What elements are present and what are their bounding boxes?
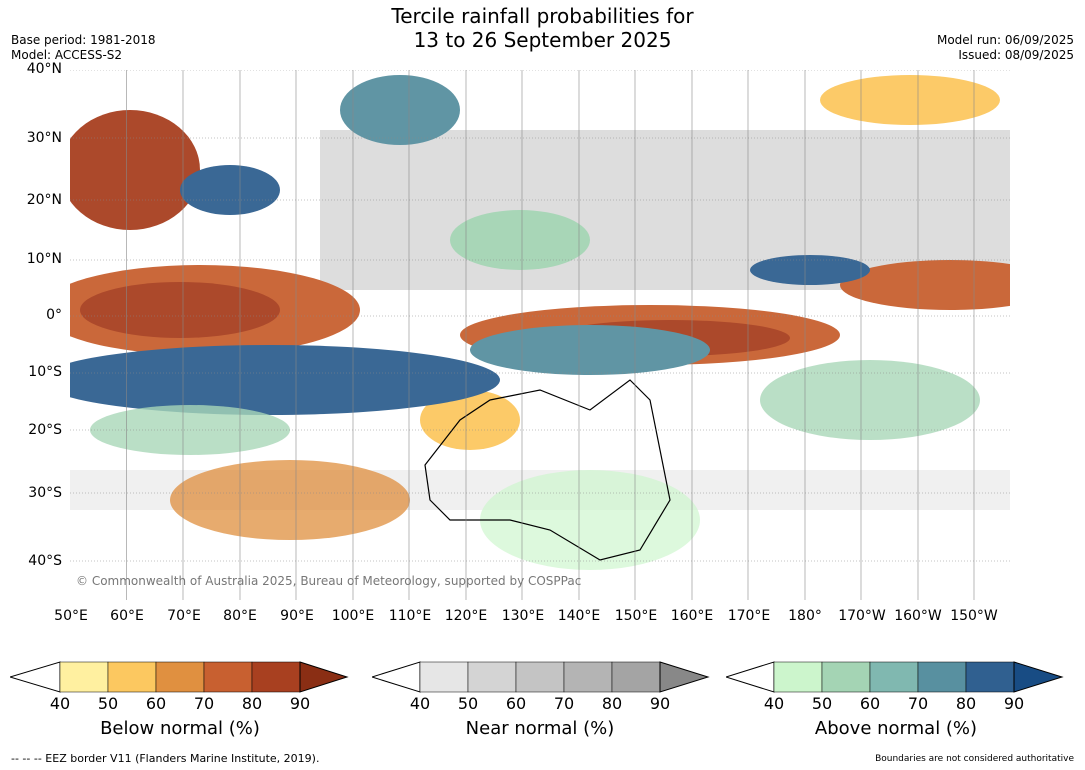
below-tick: 70 bbox=[193, 694, 215, 713]
lat-label: 20°S bbox=[28, 422, 62, 438]
colorbar-bin bbox=[203, 661, 253, 693]
colorbar-bin bbox=[515, 661, 565, 693]
above-normal-title: Above normal (%) bbox=[814, 718, 978, 739]
colorbar-bin bbox=[563, 661, 613, 693]
colorbar-bin bbox=[419, 661, 469, 693]
above-normal-colorbar bbox=[726, 661, 1064, 693]
graticule bbox=[70, 70, 1010, 562]
base-period: Base period: 1981-2018 bbox=[11, 33, 156, 47]
near-normal-title: Near normal (%) bbox=[465, 718, 615, 739]
lon-label: 160°E bbox=[670, 608, 714, 624]
copyright-credit: © Commonwealth of Australia 2025, Bureau… bbox=[76, 574, 582, 588]
lon-label: 170°E bbox=[727, 608, 771, 624]
lon-label: 160°W bbox=[894, 608, 942, 624]
below-tick: 50 bbox=[97, 694, 119, 713]
lat-label: 10°N bbox=[26, 251, 62, 267]
lat-label: 40°S bbox=[28, 553, 62, 569]
colorbar-bin bbox=[251, 661, 301, 693]
lon-label: 60°E bbox=[110, 608, 144, 624]
title-line-2: 13 to 26 September 2025 bbox=[413, 28, 672, 52]
above-tick: 60 bbox=[859, 694, 881, 713]
below-tick: 90 bbox=[289, 694, 311, 713]
lon-label: 140°E bbox=[557, 608, 601, 624]
below-tick: 60 bbox=[145, 694, 167, 713]
lon-label: 70°E bbox=[167, 608, 201, 624]
lon-label: 120°E bbox=[444, 608, 488, 624]
colorbar-over-arrow bbox=[299, 661, 349, 693]
rainfall-map bbox=[70, 70, 1010, 600]
above-tick: 40 bbox=[763, 694, 785, 713]
model-info: Base period: 1981-2018 Model: ACCESS-S2 bbox=[11, 33, 156, 63]
lon-label: 130°E bbox=[501, 608, 545, 624]
colorbar-bin bbox=[467, 661, 517, 693]
lat-label: 0° bbox=[46, 307, 62, 323]
lon-label: 150°E bbox=[614, 608, 658, 624]
colorbar-bin bbox=[773, 661, 823, 693]
colorbar-bin bbox=[611, 661, 661, 693]
colorbar-bin bbox=[965, 661, 1015, 693]
lon-label: 90°E bbox=[280, 608, 314, 624]
lat-label: 40°N bbox=[26, 61, 62, 77]
lon-label: 150°W bbox=[950, 608, 998, 624]
colorbar-bin bbox=[869, 661, 919, 693]
lon-label: 180° bbox=[788, 608, 822, 624]
near-tick: 90 bbox=[649, 694, 671, 713]
colorbar-bin bbox=[917, 661, 967, 693]
lat-label: 30°S bbox=[28, 485, 62, 501]
eez-border-note: -- -- -- EEZ border V11 (Flanders Marine… bbox=[11, 752, 320, 765]
lat-label: 10°S bbox=[28, 364, 62, 380]
above-tick: 50 bbox=[811, 694, 833, 713]
colorbar-bin bbox=[107, 661, 157, 693]
near-tick: 70 bbox=[553, 694, 575, 713]
above-tick: 90 bbox=[1003, 694, 1025, 713]
below-normal-colorbar bbox=[10, 661, 349, 693]
lon-label: 50°E bbox=[54, 608, 88, 624]
below-normal-title: Below normal (%) bbox=[100, 718, 260, 739]
issue-info: Model run: 06/09/2025 Issued: 08/09/2025 bbox=[937, 33, 1074, 63]
probability-shading bbox=[70, 75, 1010, 570]
title-line-1: Tercile rainfall probabilities for bbox=[391, 4, 694, 28]
model-run: Model run: 06/09/2025 bbox=[936, 33, 1074, 47]
colorbar-over-arrow bbox=[1013, 661, 1064, 693]
below-tick: 80 bbox=[241, 694, 263, 713]
colorbar-bin bbox=[155, 661, 205, 693]
near-normal-colorbar bbox=[372, 661, 710, 693]
below-tick: 40 bbox=[49, 694, 71, 713]
colorbar-bin bbox=[59, 661, 109, 693]
lon-label: 80°E bbox=[223, 608, 257, 624]
map-title: Tercile rainfall probabilities for 13 to… bbox=[0, 4, 1085, 52]
lat-label: 20°N bbox=[26, 192, 62, 208]
lon-label: 100°E bbox=[331, 608, 375, 624]
near-tick: 60 bbox=[505, 694, 527, 713]
issued-date: Issued: 08/09/2025 bbox=[958, 48, 1074, 62]
colorbar-bin bbox=[821, 661, 871, 693]
near-tick: 50 bbox=[457, 694, 479, 713]
colorbar-over-arrow bbox=[659, 661, 710, 693]
model-name: Model: ACCESS-S2 bbox=[11, 48, 123, 62]
above-tick: 70 bbox=[907, 694, 929, 713]
near-tick: 40 bbox=[409, 694, 431, 713]
lon-label: 170°W bbox=[838, 608, 886, 624]
boundaries-disclaimer: Boundaries are not considered authoritat… bbox=[875, 754, 1074, 764]
lon-label: 110°E bbox=[388, 608, 432, 624]
near-tick: 80 bbox=[601, 694, 623, 713]
lat-label: 30°N bbox=[26, 130, 62, 146]
above-tick: 80 bbox=[955, 694, 977, 713]
australia-outline bbox=[424, 379, 671, 561]
meridians bbox=[126, 70, 975, 600]
